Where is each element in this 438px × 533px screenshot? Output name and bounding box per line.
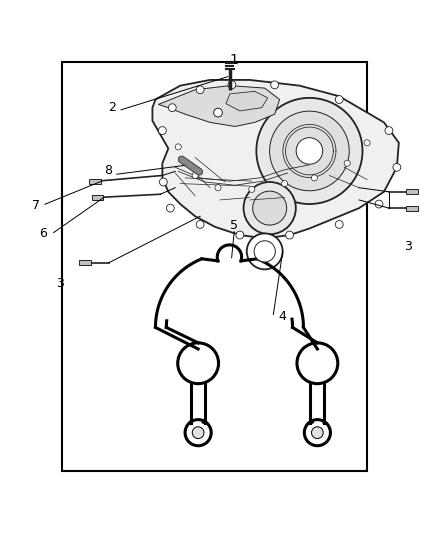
Circle shape	[247, 233, 283, 269]
Circle shape	[311, 427, 323, 439]
Circle shape	[236, 231, 244, 239]
Circle shape	[166, 204, 174, 212]
Polygon shape	[152, 80, 399, 238]
Circle shape	[185, 419, 211, 446]
FancyBboxPatch shape	[79, 260, 91, 265]
Circle shape	[385, 127, 393, 134]
Text: 8: 8	[104, 164, 112, 177]
Text: 2: 2	[109, 101, 117, 114]
Circle shape	[228, 81, 236, 88]
Circle shape	[256, 98, 363, 204]
Circle shape	[393, 164, 401, 171]
FancyBboxPatch shape	[406, 189, 418, 195]
Circle shape	[192, 427, 204, 439]
Circle shape	[196, 221, 204, 228]
Text: 7: 7	[32, 199, 40, 212]
Circle shape	[271, 81, 279, 88]
Text: 3: 3	[56, 277, 64, 290]
Bar	[62, 62, 367, 471]
Circle shape	[304, 419, 330, 446]
Polygon shape	[226, 91, 268, 111]
Circle shape	[159, 178, 167, 186]
Circle shape	[364, 140, 370, 146]
Circle shape	[336, 95, 343, 103]
Circle shape	[286, 231, 293, 239]
Text: 6: 6	[39, 228, 47, 240]
Circle shape	[215, 184, 221, 191]
Circle shape	[168, 104, 176, 111]
Text: 4: 4	[278, 310, 286, 323]
Circle shape	[253, 191, 286, 225]
Circle shape	[296, 138, 323, 164]
FancyBboxPatch shape	[89, 179, 101, 184]
Text: 3: 3	[404, 240, 412, 253]
Circle shape	[178, 343, 219, 384]
Circle shape	[375, 200, 383, 208]
Text: 5: 5	[230, 219, 238, 232]
Circle shape	[270, 111, 349, 191]
Circle shape	[196, 86, 204, 94]
Circle shape	[336, 221, 343, 228]
Circle shape	[192, 172, 198, 179]
Circle shape	[159, 127, 166, 134]
Circle shape	[254, 241, 276, 262]
Circle shape	[311, 175, 318, 181]
Circle shape	[214, 108, 223, 117]
Circle shape	[297, 343, 338, 384]
Circle shape	[244, 182, 296, 234]
Text: 1: 1	[230, 53, 239, 67]
Circle shape	[249, 187, 255, 192]
Circle shape	[175, 144, 181, 150]
FancyBboxPatch shape	[406, 206, 418, 211]
FancyBboxPatch shape	[92, 195, 103, 200]
Circle shape	[282, 181, 288, 187]
Polygon shape	[159, 86, 279, 126]
Circle shape	[344, 160, 350, 166]
